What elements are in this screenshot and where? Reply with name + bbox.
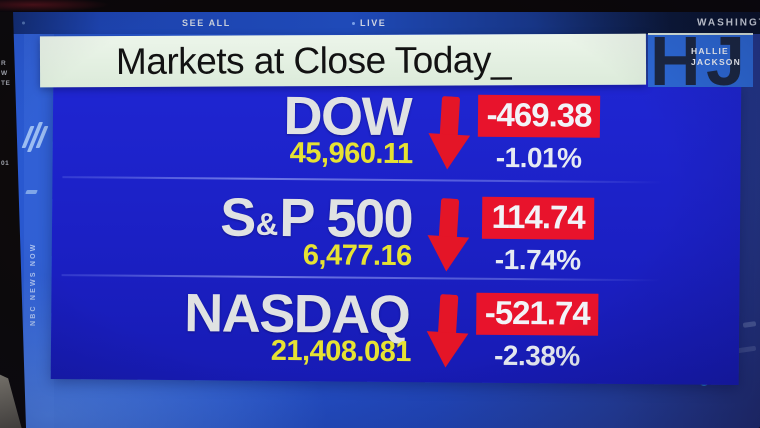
- change-badge: -521.74: [475, 292, 599, 336]
- change-badge: -469.38: [477, 94, 601, 138]
- index-row-dow: DOW 45,960.11 -469.38 -1.01%: [53, 86, 742, 175]
- nav-see-all-label: SEE ALL: [182, 18, 231, 28]
- change-percent: -2.38%: [493, 339, 580, 372]
- screen-reflection: [736, 345, 757, 354]
- anchor-first-name: HALLIE: [691, 46, 729, 56]
- studio-monitor-screen: SEE ALL LIVE WASHINGTON NBC NEWS NOW DOW…: [10, 12, 760, 428]
- change-percent: -1.01%: [495, 141, 582, 174]
- index-name-text: S: [220, 187, 256, 248]
- index-row-nasdaq: NASDAQ 21,408.081 -521.74 -2.38%: [51, 283, 740, 373]
- row-divider: [62, 176, 675, 184]
- show-logo: H J HALLIE JACKSON: [648, 33, 753, 87]
- change-group: -521.74 -2.38%: [461, 292, 614, 373]
- index-close-value: 6,477.16: [302, 239, 412, 273]
- index-close-value: 45,960.11: [289, 137, 413, 171]
- brand-dash-icon: [25, 190, 38, 194]
- show-logo-letter-h: H: [650, 33, 701, 87]
- index-name-amp: &: [255, 206, 279, 242]
- nav-marker-dot: [22, 21, 25, 25]
- studio-light-glow: [0, 0, 110, 12]
- anchor-name: HALLIE JACKSON: [691, 46, 741, 67]
- index-name: NASDAQ: [184, 283, 411, 345]
- live-dot-icon: [352, 21, 355, 25]
- change-percent: -1.74%: [494, 243, 581, 276]
- index-row-sp500: S&P 500 6,477.16 114.74 -1.74%: [52, 187, 741, 277]
- background-text-fragment: 01: [1, 160, 10, 167]
- nav-live-indicator: LIVE: [352, 18, 386, 28]
- title-bar: Markets at Close Today_: [39, 33, 647, 88]
- down-arrow-icon: [427, 198, 470, 272]
- background-text-fragment: W: [1, 70, 8, 77]
- down-arrow-icon: [428, 96, 471, 170]
- markets-panel: DOW 45,960.11 -469.38 -1.01% S&P 500 6,4…: [50, 75, 742, 385]
- screen-reflection: [742, 321, 757, 328]
- nav-live-label: LIVE: [360, 18, 387, 28]
- nbc-slashes-icon: [21, 122, 49, 158]
- network-brand-strip: [24, 34, 54, 428]
- network-vertical-label: NBC NEWS NOW: [30, 242, 37, 326]
- change-badge: 114.74: [482, 196, 594, 240]
- change-group: 114.74 -1.74%: [462, 196, 615, 277]
- nav-location-label: WASHINGTON: [697, 17, 760, 29]
- page-title: Markets at Close Today_: [115, 38, 512, 82]
- background-text-fragment: TE: [1, 80, 11, 87]
- index-name: DOW: [283, 86, 413, 147]
- show-logo-letter-j: J: [706, 33, 745, 87]
- top-nav-bar: SEE ALL LIVE WASHINGTON: [10, 12, 760, 34]
- down-arrow-icon: [426, 294, 469, 368]
- index-name: S&P 500: [220, 187, 412, 249]
- background-text-fragment: R: [1, 60, 7, 67]
- anchor-last-name: JACKSON: [691, 56, 741, 67]
- index-close-value: 21,408.081: [270, 334, 412, 369]
- change-group: -469.38 -1.01%: [462, 94, 615, 175]
